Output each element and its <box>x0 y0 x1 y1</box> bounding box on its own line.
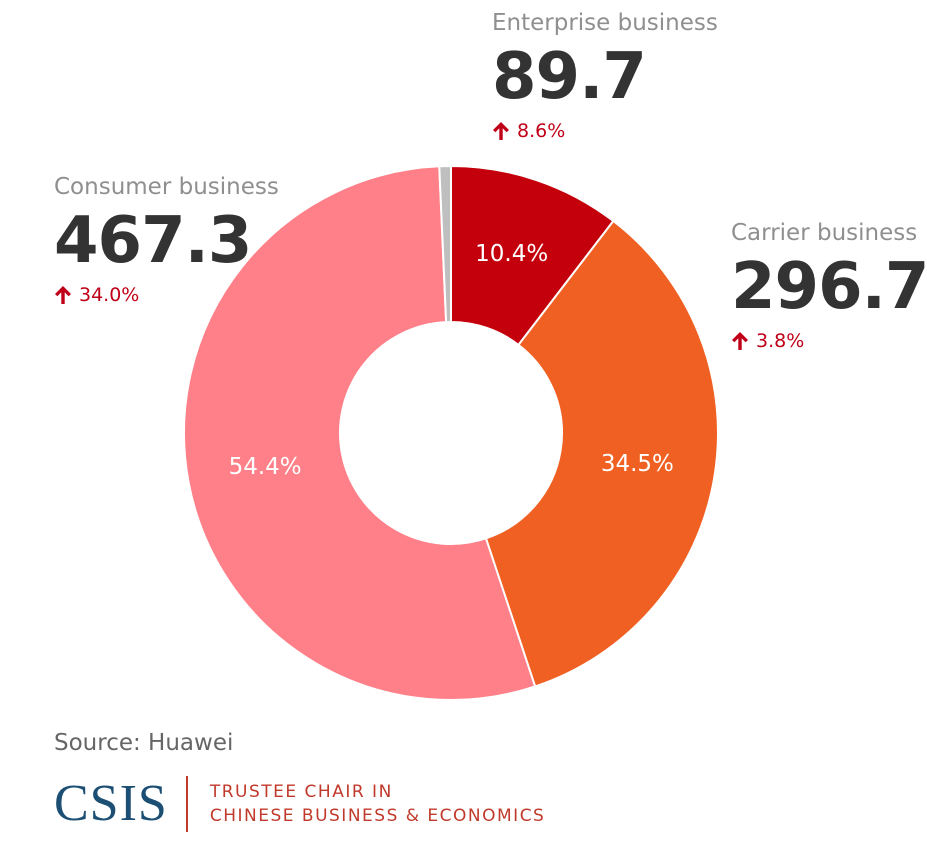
consumer-change: 34.0% <box>54 285 279 305</box>
up-arrow-icon <box>55 286 71 304</box>
csis-wordmark: CSIS <box>54 775 168 832</box>
consumer-callout: Consumer business 467.3 34.0% <box>54 176 279 305</box>
enterprise-name: Enterprise business <box>492 10 718 36</box>
enterprise-change-value: 8.6% <box>517 119 566 142</box>
enterprise-change: 8.6% <box>492 121 718 141</box>
carrier-value: 296.7 <box>731 250 927 324</box>
source-note: Source: Huawei <box>54 730 234 756</box>
enterprise-callout: Enterprise business 89.7 8.6% <box>492 12 718 141</box>
carrier-segment <box>484 219 719 688</box>
consumer-segment <box>183 165 537 701</box>
carrier-change-value: 3.8% <box>756 329 805 352</box>
carrier-change: 3.8% <box>731 331 927 351</box>
consumer-value: 467.3 <box>54 204 252 278</box>
logo-line-2: CHINESE BUSINESS & ECONOMICS <box>209 806 546 826</box>
carrier-callout: Carrier business 296.7 3.8% <box>731 222 927 351</box>
logo-divider <box>185 776 188 832</box>
logo-text: TRUSTEE CHAIR IN CHINESE BUSINESS & ECON… <box>210 780 546 828</box>
enterprise-value: 89.7 <box>492 40 647 114</box>
carrier-name: Carrier business <box>731 220 918 246</box>
up-arrow-icon <box>732 332 748 350</box>
carrier-percent-label: 34.5% <box>600 451 674 478</box>
up-arrow-icon <box>493 122 509 140</box>
consumer-change-value: 34.0% <box>79 283 140 306</box>
consumer-name: Consumer business <box>54 174 279 200</box>
csis-logo: CSIS TRUSTEE CHAIR IN CHINESE BUSINESS &… <box>54 775 545 833</box>
other-segment <box>438 164 452 324</box>
enterprise-percent-label: 10.4% <box>475 240 549 267</box>
consumer-percent-label: 54.4% <box>228 454 302 481</box>
logo-line-1: TRUSTEE CHAIR IN <box>209 782 393 802</box>
